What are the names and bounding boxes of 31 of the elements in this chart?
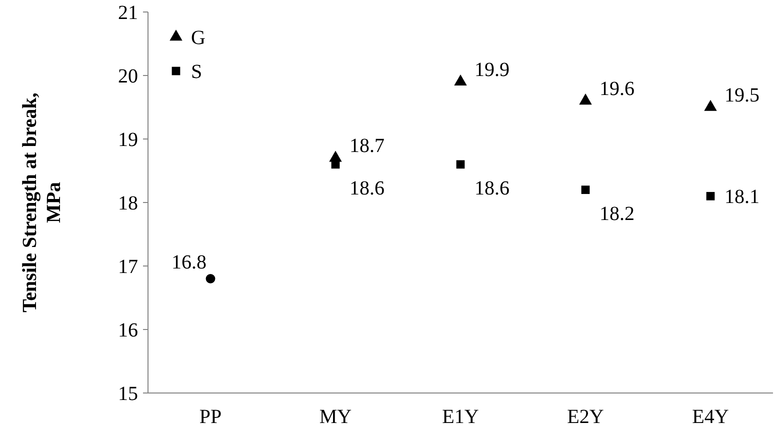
y-tick-label: 18 [118, 192, 138, 214]
x-tick-label: MY [319, 406, 352, 428]
data-label: 18.2 [600, 202, 634, 225]
x-tick-label: E2Y [567, 406, 604, 428]
x-tick-label: E4Y [692, 406, 729, 428]
x-tick-label: E1Y [442, 406, 479, 428]
y-tick-label: 20 [118, 66, 138, 88]
data-label: 18.1 [724, 186, 760, 208]
x-tick-label: PP [199, 406, 222, 428]
point [206, 274, 216, 284]
point [581, 186, 590, 194]
y-tick-label: 19 [118, 129, 138, 151]
data-label: 18.7 [350, 135, 384, 158]
data-label: 19.6 [600, 78, 634, 100]
legend-label: G [191, 27, 206, 49]
y-tick-label: 17 [118, 256, 138, 278]
y-tick-label: 21 [118, 2, 138, 24]
point [579, 94, 592, 105]
data-label: 19.5 [724, 84, 760, 106]
legend-label: S [191, 61, 202, 83]
point [706, 192, 715, 200]
y-axis-title: Tensile Strength at break, MPa [19, 92, 65, 312]
point [454, 74, 467, 86]
y-tick-label: 15 [118, 383, 138, 405]
y-tick-label: 16 [118, 320, 138, 342]
point [704, 100, 717, 111]
data-label: 18.6 [350, 177, 384, 200]
point [456, 160, 465, 169]
data-label: 16.8 [172, 252, 206, 274]
data-label: 18.6 [474, 177, 510, 200]
data-label: 19.9 [474, 58, 510, 81]
